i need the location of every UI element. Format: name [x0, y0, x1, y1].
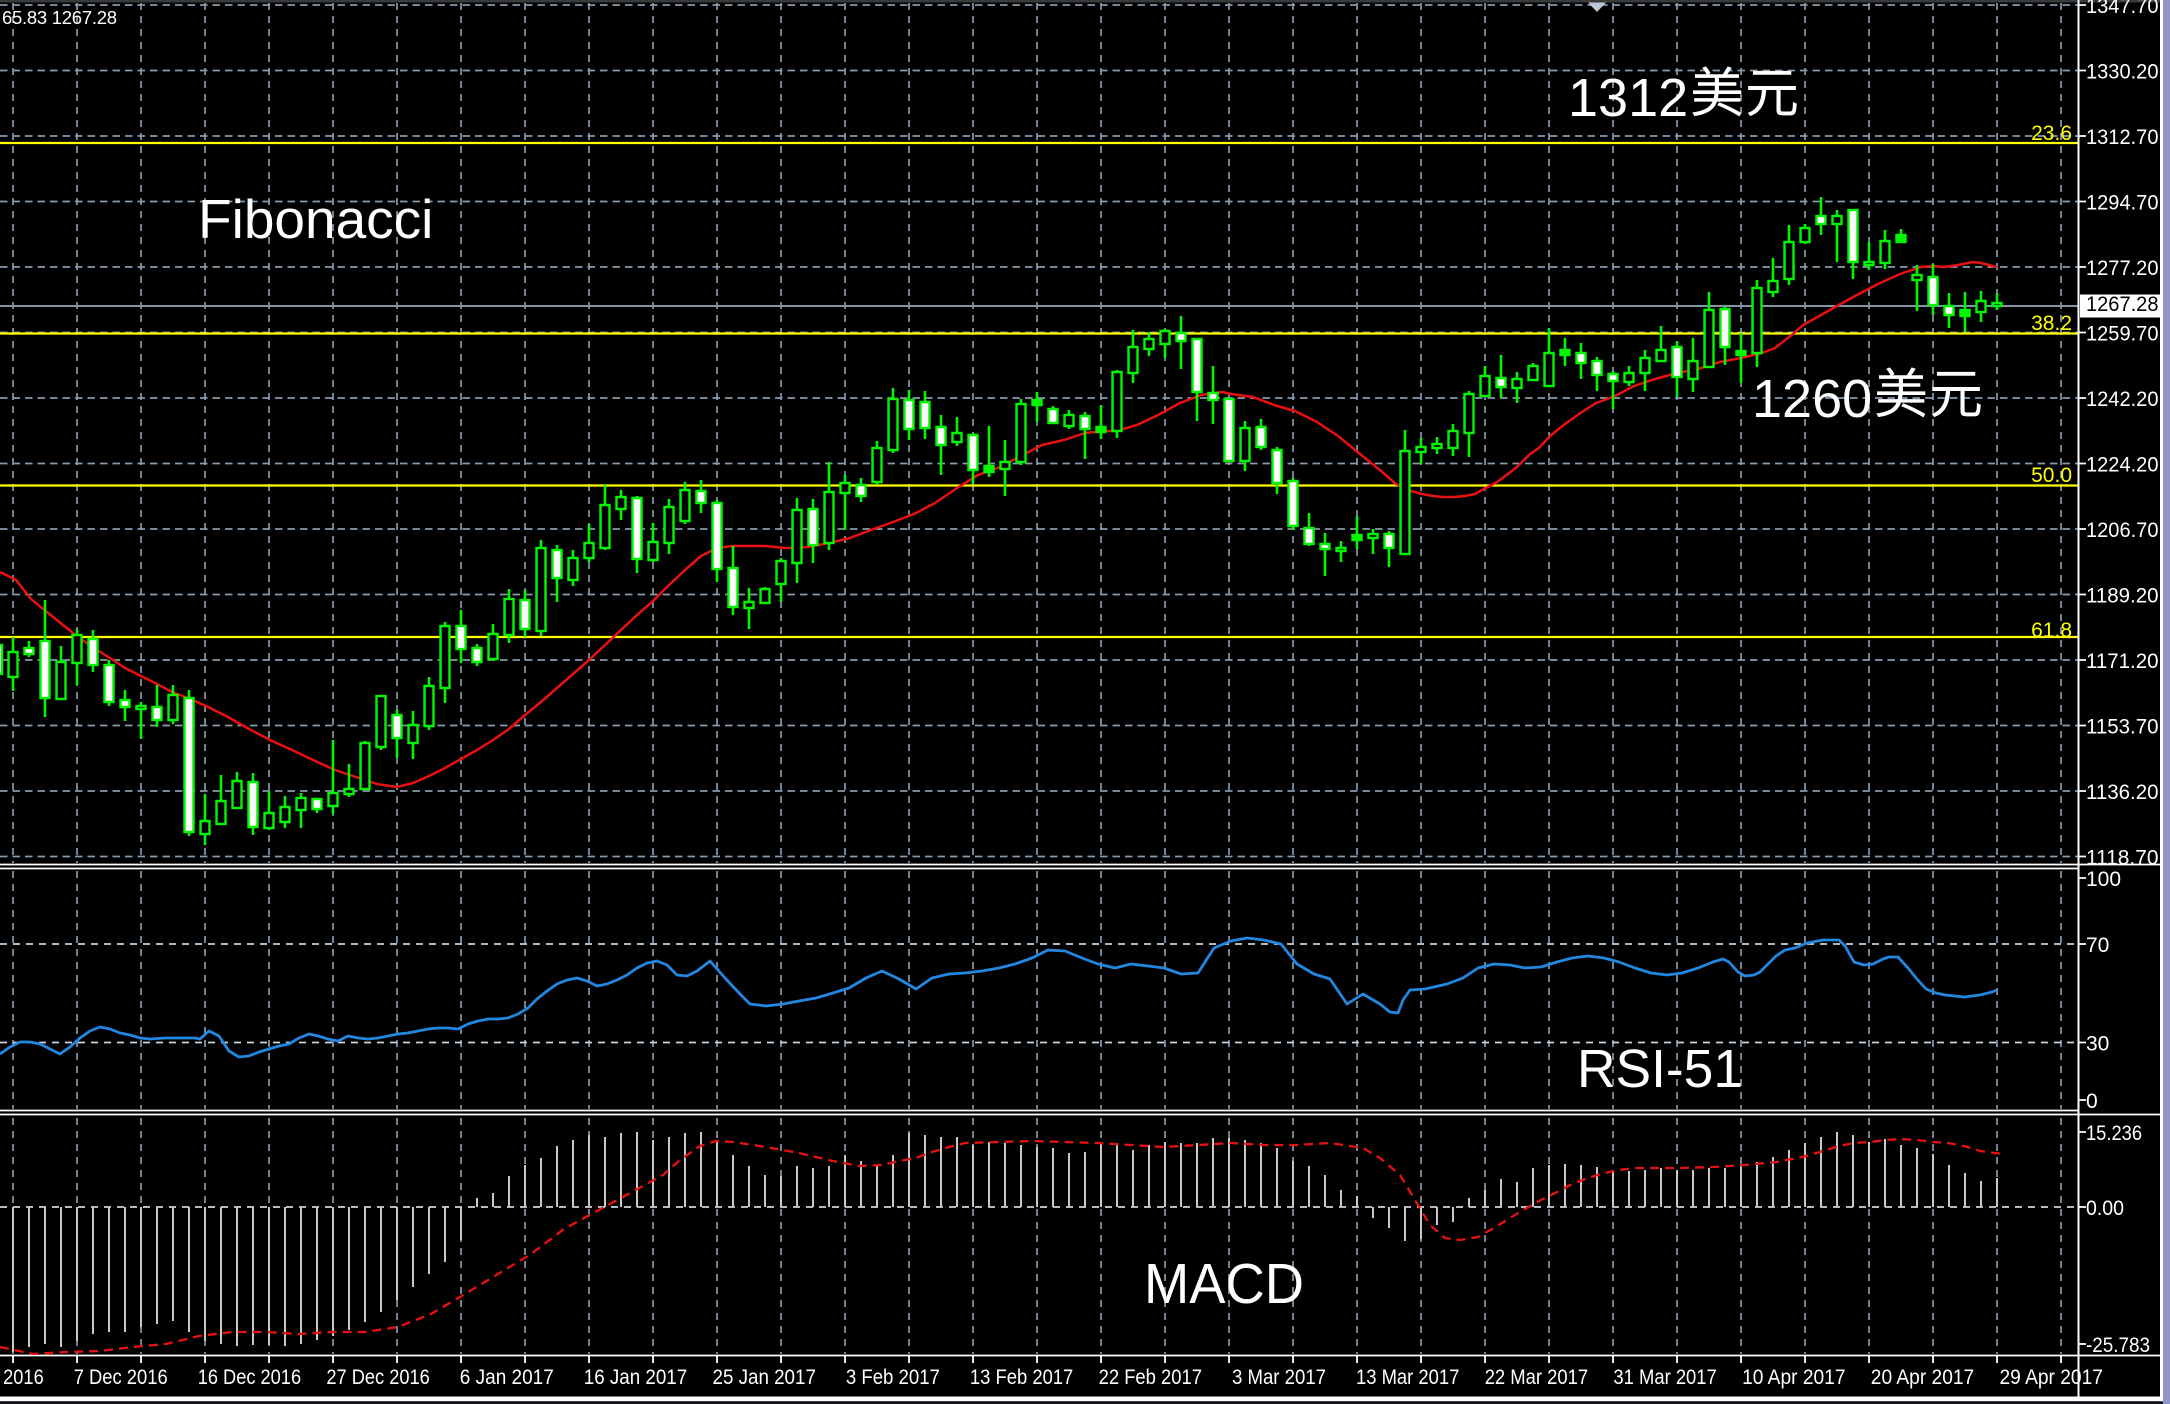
svg-text:Fibonacci: Fibonacci: [198, 188, 433, 250]
svg-text:70: 70: [2086, 934, 2109, 957]
svg-text:50.0: 50.0: [2031, 464, 2072, 487]
svg-text:25 Jan 2017: 25 Jan 2017: [713, 1366, 816, 1389]
svg-text:1206.70: 1206.70: [2086, 519, 2159, 542]
svg-text:0: 0: [2086, 1090, 2098, 1113]
svg-text:3 Feb 2017: 3 Feb 2017: [846, 1366, 940, 1389]
svg-text:1294.70: 1294.70: [2086, 192, 2159, 215]
svg-text:29 Apr 2017: 29 Apr 2017: [2000, 1366, 2103, 1389]
svg-text:7 Dec 2016: 7 Dec 2016: [74, 1366, 168, 1389]
svg-text:13 Feb 2017: 13 Feb 2017: [970, 1366, 1073, 1389]
svg-text:27 Dec 2016: 27 Dec 2016: [326, 1366, 429, 1389]
svg-text:1153.70: 1153.70: [2086, 716, 2159, 739]
svg-text:65.83 1267.28: 65.83 1267.28: [2, 7, 117, 28]
svg-text:1277.20: 1277.20: [2086, 257, 2159, 280]
svg-text:MACD: MACD: [1144, 1252, 1304, 1316]
svg-text:1189.20: 1189.20: [2086, 585, 2159, 608]
svg-text:100: 100: [2086, 868, 2121, 891]
svg-text:30: 30: [2086, 1033, 2109, 1056]
svg-text:22 Feb 2017: 22 Feb 2017: [1099, 1366, 1202, 1389]
svg-text:0.00: 0.00: [2086, 1197, 2124, 1220]
svg-text:23.6: 23.6: [2031, 122, 2072, 145]
svg-text:22 Mar 2017: 22 Mar 2017: [1485, 1366, 1588, 1389]
svg-text:20 Apr 2017: 20 Apr 2017: [1871, 1366, 1974, 1389]
svg-text:16 Dec 2016: 16 Dec 2016: [198, 1366, 301, 1389]
svg-text:1171.20: 1171.20: [2086, 650, 2159, 673]
svg-text:38.2: 38.2: [2031, 312, 2072, 335]
svg-text:1260: 1260: [1752, 369, 1872, 429]
svg-text:31 Mar 2017: 31 Mar 2017: [1613, 1366, 1716, 1389]
svg-text:1347.70: 1347.70: [2086, 0, 2159, 18]
svg-text:1118.70: 1118.70: [2086, 847, 2159, 870]
svg-text:1242.20: 1242.20: [2086, 388, 2159, 411]
svg-text:30 Nov 2016: 30 Nov 2016: [0, 1366, 44, 1389]
svg-text:61.8: 61.8: [2031, 619, 2072, 642]
svg-text:RSI-51: RSI-51: [1577, 1039, 1743, 1099]
svg-text:-25.783: -25.783: [2086, 1334, 2150, 1357]
svg-text:1312: 1312: [1568, 68, 1688, 128]
svg-text:16 Jan 2017: 16 Jan 2017: [584, 1366, 687, 1389]
svg-text:1259.70: 1259.70: [2086, 323, 2159, 346]
svg-text:6 Jan 2017: 6 Jan 2017: [460, 1366, 554, 1389]
svg-text:10 Apr 2017: 10 Apr 2017: [1742, 1366, 1845, 1389]
svg-text:1330.20: 1330.20: [2086, 61, 2159, 84]
svg-text:15.236: 15.236: [2086, 1122, 2142, 1145]
svg-text:1136.20: 1136.20: [2086, 781, 2159, 804]
svg-text:13 Mar 2017: 13 Mar 2017: [1356, 1366, 1459, 1389]
svg-text:1312.70: 1312.70: [2086, 126, 2159, 149]
svg-text:3 Mar 2017: 3 Mar 2017: [1232, 1366, 1326, 1389]
svg-text:1267.28: 1267.28: [2086, 293, 2159, 316]
svg-text:1224.20: 1224.20: [2086, 454, 2159, 477]
